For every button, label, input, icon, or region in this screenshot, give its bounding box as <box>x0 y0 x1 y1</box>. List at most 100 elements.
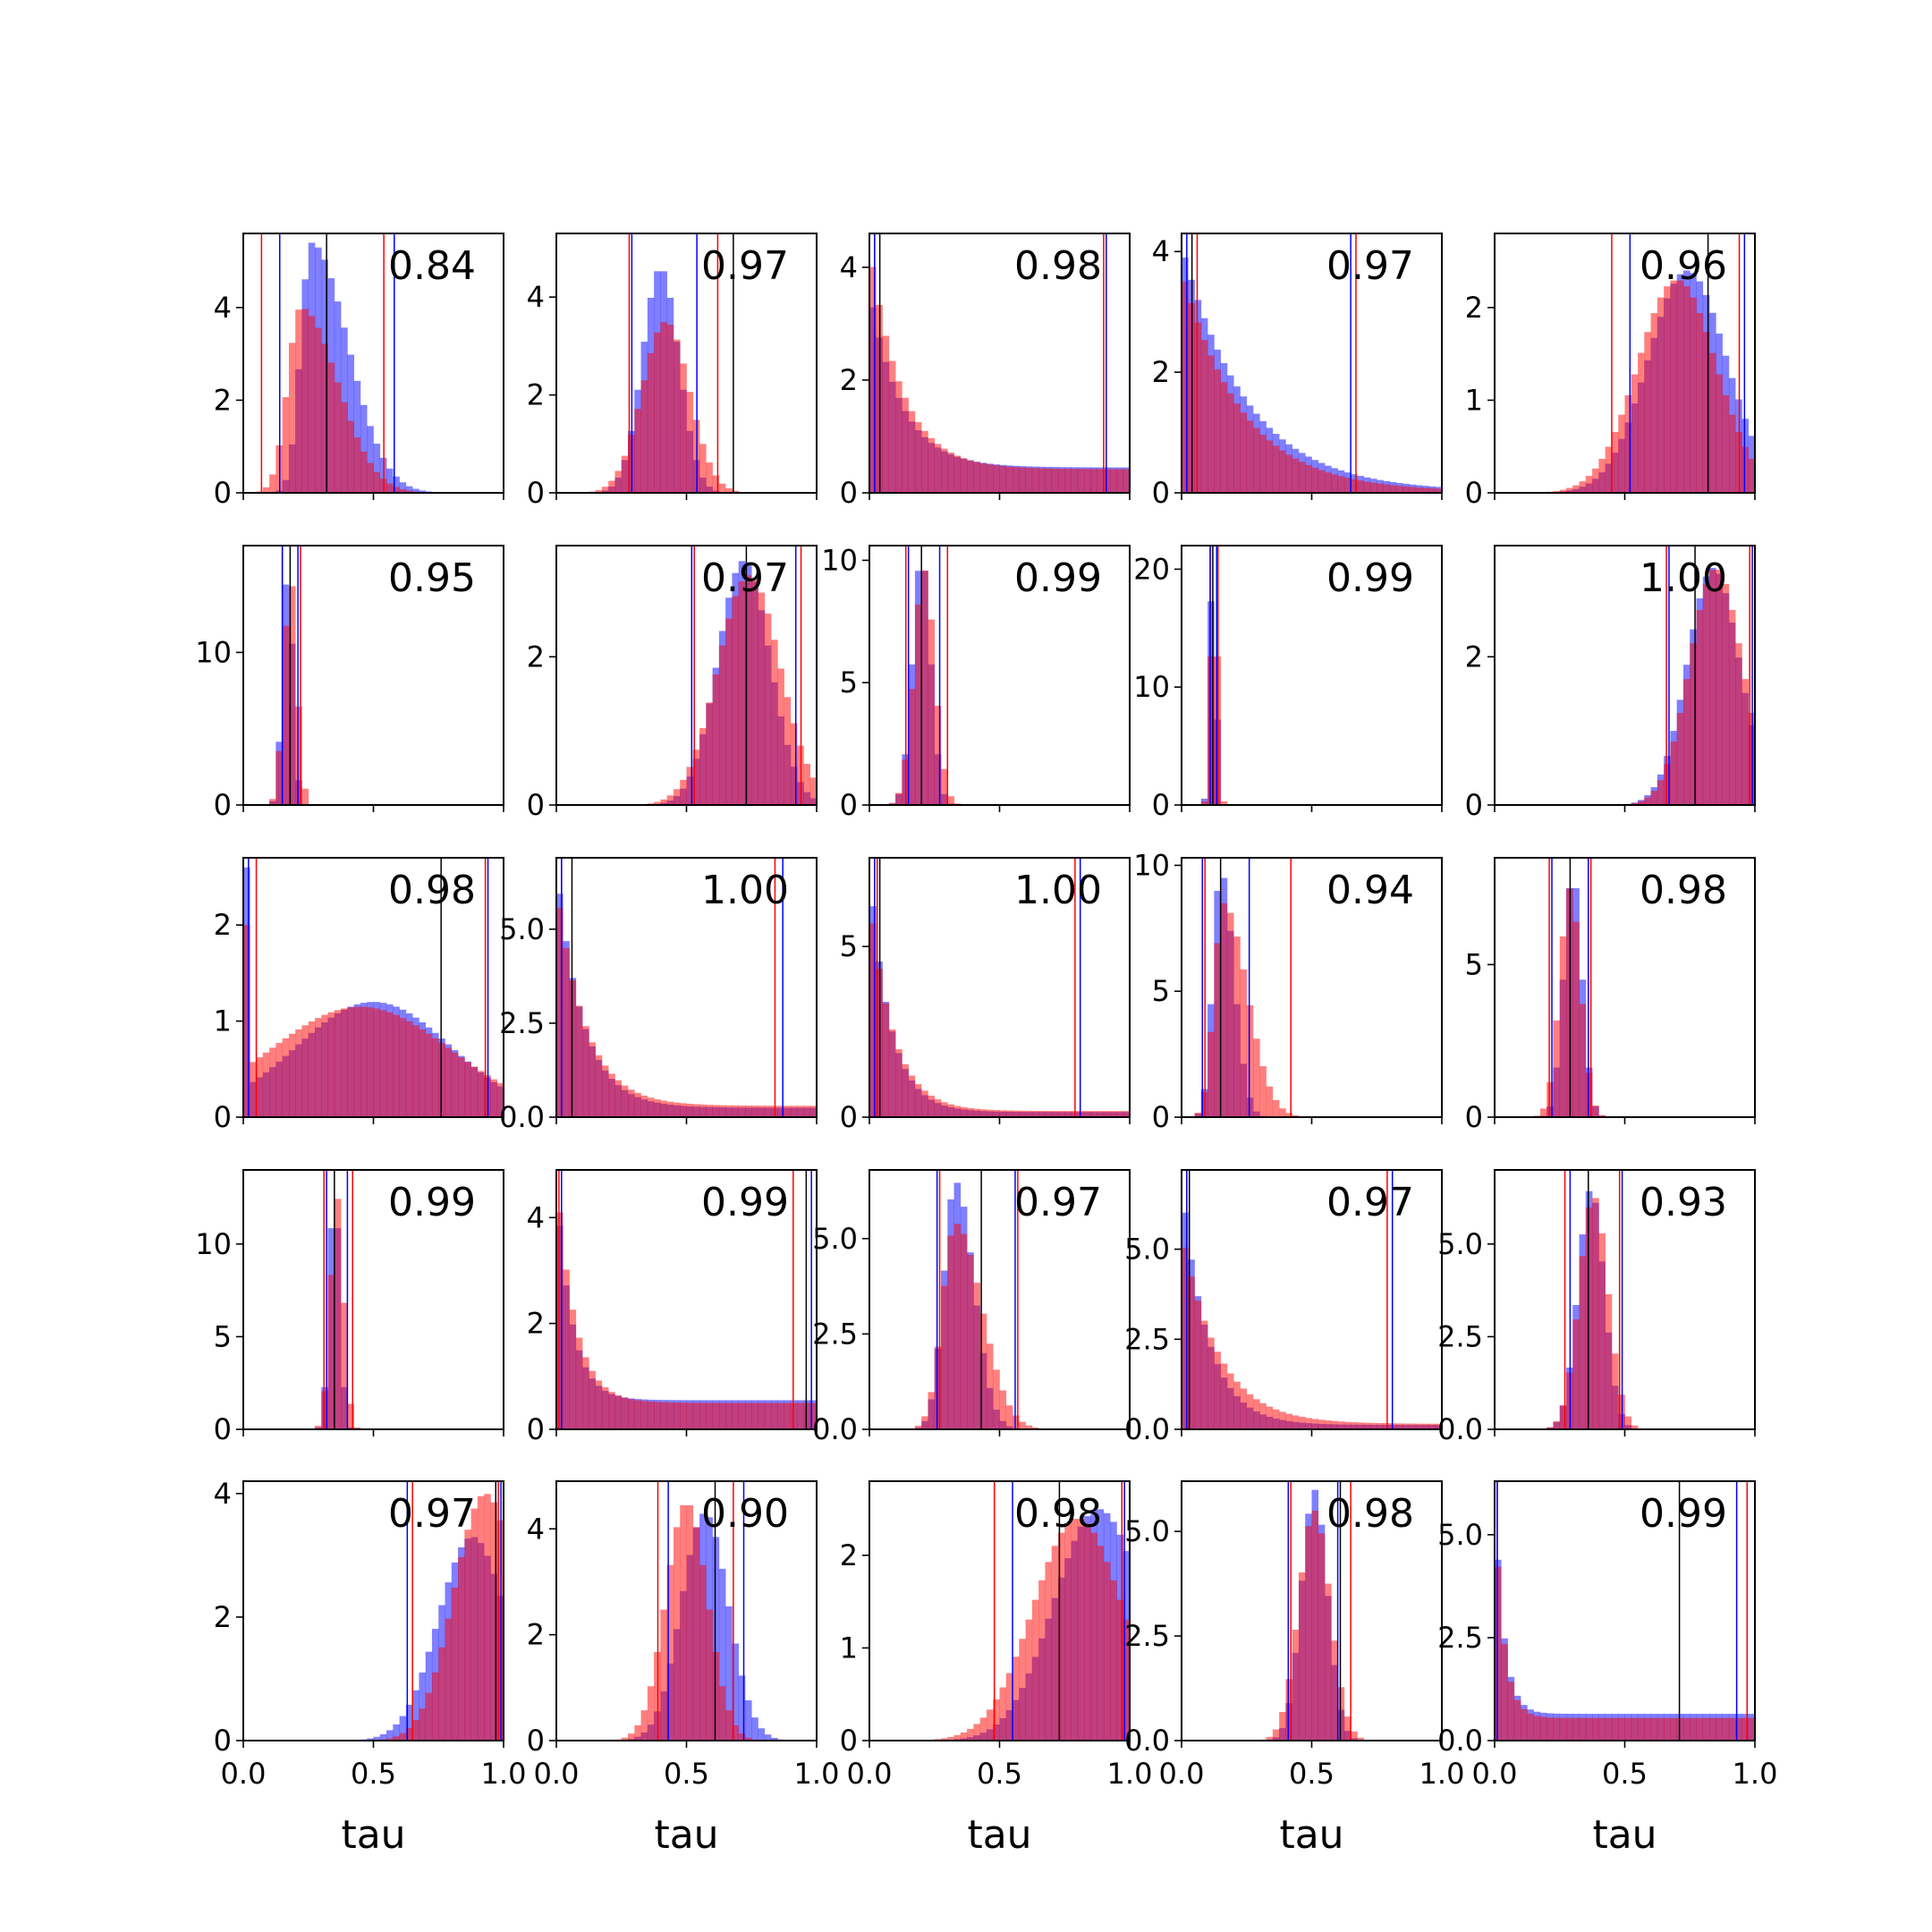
panel-5-4: 0.98 0.0 2.5 5.0 0.0 0.5 1.0 tau <box>1124 1480 1464 1858</box>
red-histogram-bar <box>888 802 896 805</box>
y-tick-label: 4 <box>527 1512 545 1546</box>
red-histogram-bar <box>647 352 655 493</box>
red-histogram-bar <box>1064 1111 1072 1117</box>
red-histogram-bar <box>1253 1399 1260 1429</box>
red-histogram-bar <box>771 640 778 805</box>
red-histogram-bar <box>360 451 368 493</box>
blue-histogram-bar <box>399 1716 407 1741</box>
panel-score-label: 0.84 <box>388 243 476 289</box>
red-histogram-bar <box>1051 468 1059 493</box>
red-histogram-bar <box>960 1106 968 1117</box>
red-histogram-bar <box>1402 1423 1410 1429</box>
red-histogram-bar <box>347 420 354 493</box>
red-histogram-bar <box>393 1736 400 1741</box>
red-histogram-bar <box>1741 446 1750 493</box>
red-histogram-bar <box>341 1008 348 1117</box>
plot-area <box>269 546 316 805</box>
red-histogram-bar <box>621 455 629 493</box>
red-histogram-bar <box>673 1102 681 1117</box>
red-histogram-bar <box>647 1097 655 1117</box>
red-histogram-bar <box>419 1708 426 1741</box>
red-histogram-bar <box>1246 1394 1254 1429</box>
red-histogram-bar <box>1208 1031 1215 1117</box>
red-histogram-bar <box>1208 355 1215 493</box>
red-histogram-bar <box>902 397 909 493</box>
red-histogram-bar <box>758 1106 766 1117</box>
panel-1-5: 0.96 0 1 2 <box>1465 233 1756 510</box>
red-histogram-bar <box>712 475 720 493</box>
red-histogram-bar <box>1559 936 1567 1117</box>
panel-5-5: 0.99 0.0 2.5 5.0 0.0 0.5 1.0 tau <box>1437 1480 1777 1858</box>
red-histogram-bar <box>315 1018 322 1117</box>
plot-area <box>556 858 817 1117</box>
red-histogram-bar <box>1682 286 1690 493</box>
red-histogram-bar <box>673 1527 681 1741</box>
red-histogram-bar <box>275 1043 283 1117</box>
y-tick-label: 0.0 <box>1437 1724 1483 1758</box>
red-histogram-bar <box>1116 1111 1124 1117</box>
y-tick-label: 0 <box>214 1724 232 1758</box>
red-histogram-bar <box>673 1402 681 1429</box>
red-histogram-bar <box>1013 467 1020 493</box>
red-histogram-bar <box>979 1313 987 1429</box>
y-tick-label: 5 <box>1465 947 1483 981</box>
blue-histogram-bar <box>744 1699 752 1741</box>
red-histogram-bar <box>706 1105 713 1117</box>
red-histogram-bar <box>797 1106 804 1117</box>
red-histogram-bar <box>569 979 577 1117</box>
red-histogram-bar <box>556 908 564 1117</box>
red-histogram-bar <box>1051 1111 1059 1117</box>
red-histogram-bar <box>1559 1717 1567 1741</box>
red-histogram-bar <box>595 489 603 493</box>
panel-score-label: 0.90 <box>701 1491 789 1537</box>
red-histogram <box>256 309 426 493</box>
y-tick-label: 2 <box>1152 355 1170 389</box>
red-histogram-bar <box>666 1564 674 1741</box>
red-histogram-bar <box>1266 440 1274 493</box>
red-histogram-bar <box>1579 1256 1587 1429</box>
red-histogram-bar <box>1598 1233 1606 1429</box>
red-histogram-bar <box>1005 1405 1013 1429</box>
red-histogram-bar <box>928 1095 936 1117</box>
panel-3-5: 0.98 0 5 <box>1465 857 1756 1134</box>
red-histogram-bar <box>327 1275 335 1429</box>
red-histogram-bar <box>1292 1114 1300 1117</box>
x-tick-label: 0.0 <box>847 1757 893 1791</box>
blue-histogram-bar <box>353 380 361 493</box>
red-histogram-bar <box>393 487 400 493</box>
red-histogram-bar <box>563 948 570 1117</box>
red-histogram-bar <box>634 1724 641 1741</box>
red-histogram-bar <box>1331 1640 1338 1741</box>
blue-histogram-bar <box>738 1675 746 1741</box>
y-tick-label: 2 <box>214 1600 232 1634</box>
red-histogram-bar <box>589 1042 596 1117</box>
y-tick-label: 2 <box>527 378 545 412</box>
red-histogram-bar <box>725 487 733 493</box>
y-tick-label: 4 <box>214 1477 232 1511</box>
red-histogram-bar <box>1194 1113 1202 1117</box>
red-histogram-bar <box>1501 1643 1508 1741</box>
red-histogram-bar <box>1272 1099 1280 1117</box>
red-histogram-bar <box>1045 1111 1052 1117</box>
blue-histogram-bar <box>393 476 400 493</box>
red-histogram-bar <box>1592 468 1599 493</box>
red-histogram-bar <box>999 1110 1007 1117</box>
red-histogram-bar <box>1325 1420 1332 1429</box>
plot-area <box>589 233 746 493</box>
red-histogram-bar <box>1325 472 1332 493</box>
red-histogram-bar <box>1579 481 1587 493</box>
y-tick-label: 5 <box>840 665 858 699</box>
red-histogram-bar <box>1598 459 1606 493</box>
red-histogram-bar <box>706 462 713 493</box>
red-histogram-bar <box>1005 1110 1013 1117</box>
blue-histogram-bar <box>379 1733 387 1741</box>
red-histogram-bar <box>1389 1423 1397 1429</box>
red-histogram-bar <box>1631 374 1639 493</box>
red-histogram-bar <box>477 1071 485 1117</box>
y-tick-label: 5 <box>840 929 858 963</box>
red-histogram-bar <box>1690 297 1697 493</box>
red-histogram-bar <box>1103 469 1111 493</box>
plot-area <box>1546 1170 1645 1429</box>
red-histogram-bar <box>979 1717 987 1741</box>
red-histogram-bar <box>764 1402 772 1429</box>
